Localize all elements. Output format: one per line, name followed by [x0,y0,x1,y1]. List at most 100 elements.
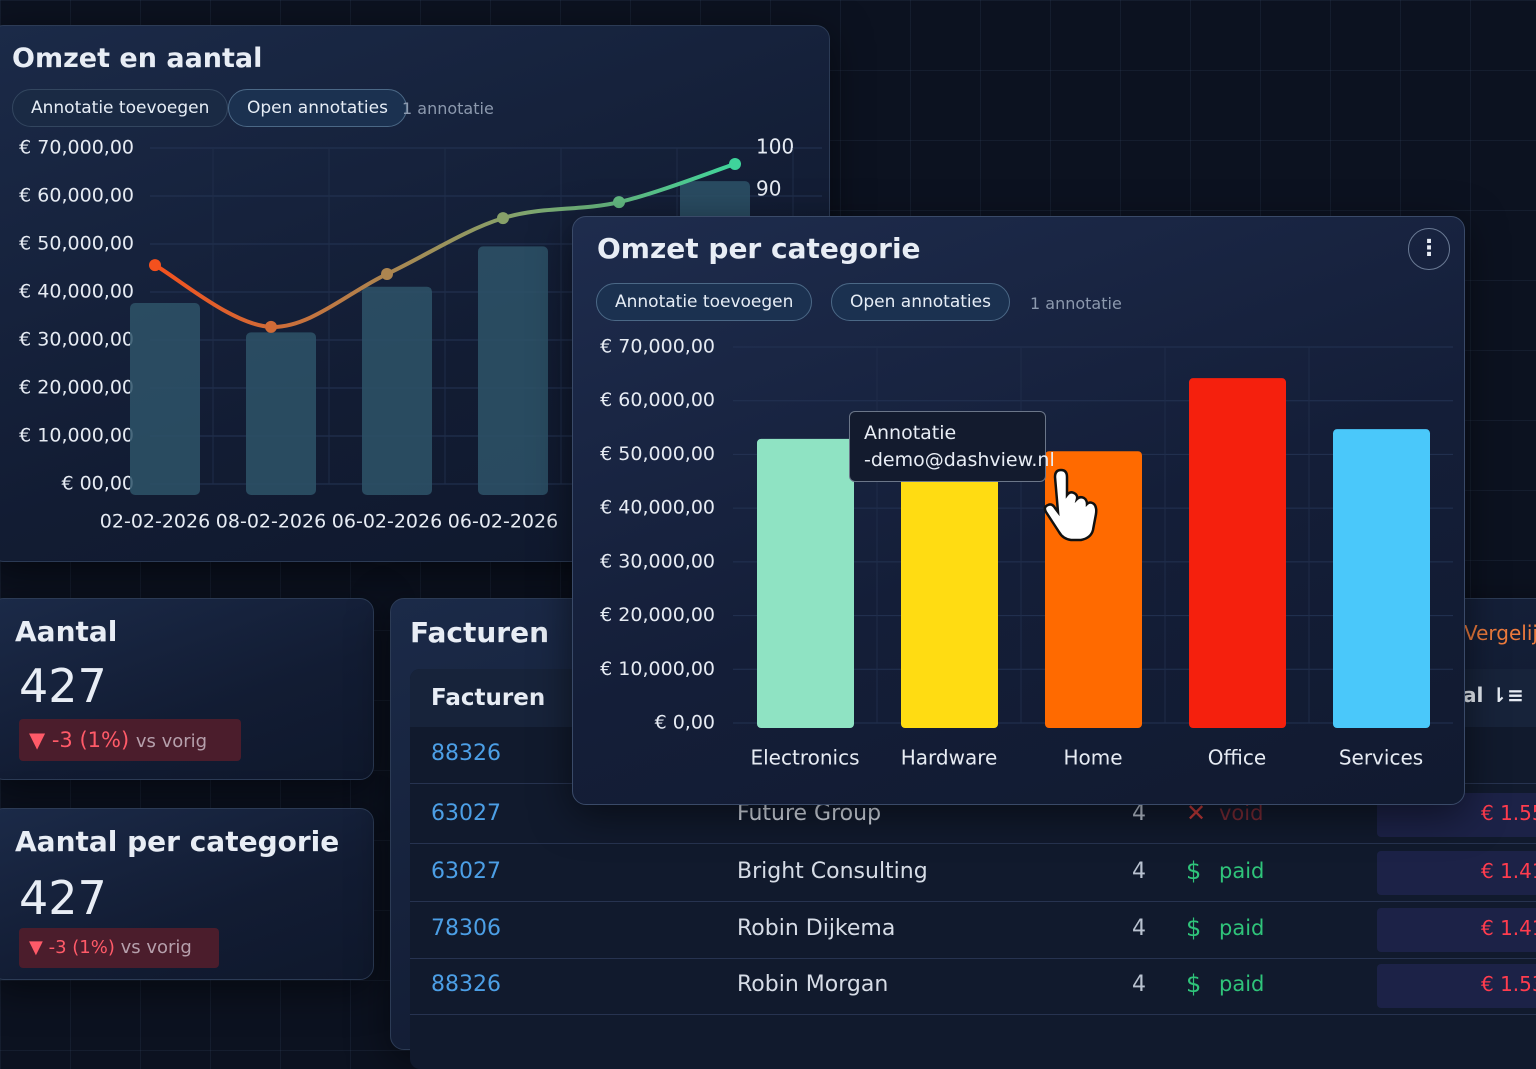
y-tick-label: € 40,000,00 [600,497,715,519]
y-tick-label: € 0,00 [655,712,715,734]
line-point [265,320,277,333]
y-tick-label: € 50,000,00 [600,443,715,465]
kpi-value: 427 [19,871,107,925]
status: paid [1219,859,1265,883]
y-tick-label: € 40,000,00 [19,281,134,303]
quantity: 4 [1132,859,1146,884]
status: void [1219,801,1264,825]
button[interactable]: Open annotaties [831,283,1010,321]
quantity: 4 [1132,801,1146,826]
bar [246,332,316,495]
header-label: al [1463,683,1484,707]
bar [130,303,200,495]
change-value: -3 (1%) [48,937,115,958]
x-tick-label: Office [1208,746,1266,770]
button[interactable]: Annotatie toevoegen [596,283,813,321]
amount-cell [1377,851,1536,895]
kpi-value: 427 [19,659,107,713]
bar [478,246,548,495]
y-tick-label: € 30,000,00 [19,329,134,351]
y-tick-label: € 30,000,00 [600,550,715,572]
y-tick-label: € 50,000,00 [19,233,134,255]
amount: € 1.41 [1481,916,1536,940]
customer: Bright Consulting [737,859,928,884]
y-tick-label: € 00,00 [61,473,134,495]
line [154,162,736,329]
y-tick-label: € 10,000,00 [19,425,134,447]
bar [1189,378,1286,728]
x-tick-label: 06-02-2026 [448,511,558,533]
y-tick-label: € 70,000,00 [19,137,134,159]
line-point [381,268,393,280]
y-tick-label: € 20,000,00 [19,377,134,399]
panel-title: Facturen [410,616,550,649]
quantity: 4 [1132,972,1146,997]
annotation-line: -demo@dashview.nl [864,449,1055,471]
annotation-count: 1 annotatie [1030,294,1122,313]
kpi-change: ▼ -3 (1%) vs vorig [19,928,219,968]
kpi-title: Aantal [15,615,118,648]
button[interactable]: Annotatie toevoegen [12,89,229,127]
row-divider [410,958,1536,959]
amount-cell [1377,908,1536,952]
amount-cell [1377,964,1536,1008]
button[interactable]: Open annotaties [228,89,407,127]
annotation-tooltip: Annotatie -demo@dashview.nl [849,411,1055,482]
y-tick-label: € 60,000,00 [600,389,715,411]
status-icon: $ [1186,857,1202,885]
customer: Robin Dijkema [737,916,896,941]
bar [1333,429,1430,728]
panel-title: Omzet en aantal [12,43,263,74]
customer: Robin Morgan [737,972,889,997]
x-tick-label: Electronics [750,746,859,770]
customer: Future Group [737,801,882,826]
compare-link[interactable]: Vergelij [1464,621,1536,645]
amount: € 1.41 [1481,859,1536,883]
x-tick-label: Services [1339,746,1423,770]
row-divider [410,1014,1536,1015]
column-header: Facturen [431,685,546,711]
column-header[interactable]: al ⇂≡ [1463,683,1524,707]
quantity: 4 [1132,916,1146,941]
annotation-count: 1 annotatie [402,99,494,118]
menu-button[interactable]: ⋮ [1408,228,1450,270]
bar [757,438,854,728]
status: paid [1219,972,1265,996]
status-icon: $ [1186,970,1202,998]
kpi-change: ▼ -3 (1%) vs vorig [19,719,241,761]
y-tick-label: € 20,000,00 [600,604,715,626]
line-point [613,196,625,209]
amount: € 1.55 [1481,801,1536,825]
x-tick-label: Hardware [901,746,998,770]
kpi-card: Aantal 427 ▼ -3 (1%) vs vorig [0,598,374,780]
amount: € 1.53 [1481,972,1536,996]
invoice-id[interactable]: 63027 [431,801,501,826]
line-point [497,212,509,225]
y-tick-label: € 10,000,00 [600,658,715,680]
invoice-id[interactable]: 88326 [431,972,501,997]
invoice-id[interactable]: 88326 [431,741,501,766]
line-point [149,259,161,272]
x-tick-label: Home [1063,746,1122,770]
x-tick-label: 02-02-2026 [100,511,210,533]
row-divider [410,843,1536,844]
x-tick-label: 06-02-2026 [332,511,442,533]
panel-title: Omzet per categorie [597,232,921,265]
cursor [1043,468,1098,542]
kpi-title: Aantal per categorie [15,825,340,858]
x-tick-label: 08-02-2026 [216,511,326,533]
y-tick-label: € 70,000,00 [600,336,715,358]
category-panel: Omzet per categorie ⋮ Annotatie toevoege… [572,216,1465,805]
annotation-line: Annotatie [864,422,957,444]
bar [901,449,998,728]
y2-tick-label: 100 [756,135,794,159]
invoice-id[interactable]: 63027 [431,859,501,884]
line-point [729,157,741,170]
y-tick-label: € 60,000,00 [19,185,134,207]
category-chart: € 0,00 € 10,000,00 € 20,000,00 € 30,000,00 €… [600,336,1453,770]
change-value: -3 (1%) [51,728,130,752]
invoice-id[interactable]: 78306 [431,916,501,941]
status-icon: $ [1186,914,1202,942]
change-suffix: vs vorig [120,937,192,958]
